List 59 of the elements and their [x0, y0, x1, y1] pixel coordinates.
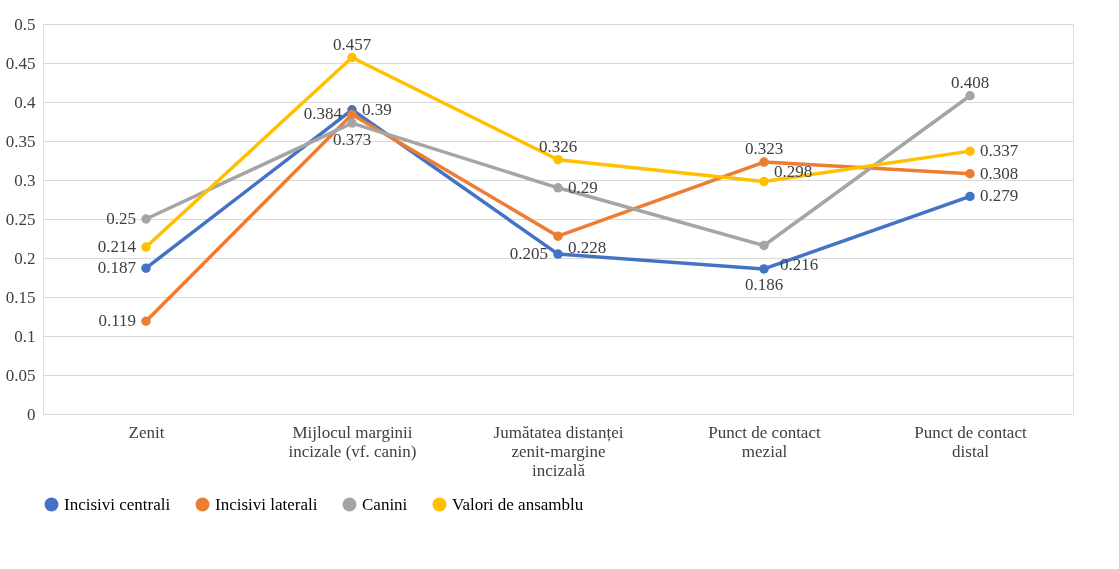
- data-label: 0.384: [303, 104, 343, 124]
- point: [759, 264, 769, 274]
- y-tick-label: 0.35: [5, 131, 36, 151]
- data-label: 0.216: [780, 254, 819, 274]
- legend-label: Incisivi centrali: [64, 494, 171, 514]
- point: [553, 231, 563, 241]
- y-tick-label: 0.25: [5, 209, 36, 229]
- y-tick-label: 0: [27, 404, 36, 424]
- data-label: 0.337: [980, 141, 1019, 161]
- point: [553, 154, 563, 165]
- point: [347, 52, 357, 63]
- point: [553, 183, 563, 193]
- legend-label: Incisivi laterali: [215, 494, 318, 514]
- x-tick-label: Punct de contact mezial: [708, 422, 821, 461]
- point: [553, 249, 563, 259]
- legend-label: Valori de ansamblu: [452, 494, 584, 514]
- x-tick-label: Punct de contact distal: [914, 422, 1027, 461]
- point: [965, 91, 975, 101]
- data-label: 0.323: [744, 139, 784, 159]
- data-label: 0.228: [568, 238, 607, 258]
- data-label: 0.186: [744, 274, 784, 294]
- data-label: 0.187: [97, 258, 137, 278]
- point: [141, 242, 151, 252]
- y-tick-label: 0.45: [5, 53, 36, 73]
- point: [347, 118, 357, 128]
- y-tick-label: 0.4: [14, 92, 36, 112]
- data-label: 0.408: [950, 72, 990, 92]
- x-tick-label: Mijlocul marginii incizale (vf. canin): [288, 422, 417, 461]
- data-label: 0.279: [980, 186, 1019, 206]
- data-label: 0.457: [332, 34, 372, 54]
- point: [965, 146, 975, 156]
- y-tick-label: 0.5: [14, 14, 36, 34]
- data-label: 0.25: [106, 209, 136, 228]
- point: [141, 316, 151, 326]
- point: [141, 214, 151, 224]
- y-tick-label: 0.1: [14, 326, 36, 346]
- x-tick-label: Jumătatea distanței zenit-margine incizală: [493, 422, 624, 480]
- point: [965, 191, 975, 202]
- data-label: 0.119: [98, 311, 136, 331]
- point: [965, 169, 975, 179]
- data-label: 0.298: [774, 161, 813, 181]
- data-label: 0.308: [980, 163, 1019, 183]
- point: [347, 109, 357, 120]
- point: [141, 263, 151, 273]
- legend-label: Canini: [362, 494, 408, 514]
- data-label: 0.326: [538, 136, 578, 156]
- point: [759, 157, 769, 167]
- data-label: 0.214: [97, 237, 137, 257]
- data-label: 0.205: [509, 244, 548, 264]
- y-tick-label: 0.3: [14, 170, 36, 190]
- data-label: 0.39: [362, 99, 392, 119]
- y-tick-label: 0.2: [14, 248, 36, 268]
- data-label: 0.29: [568, 177, 598, 197]
- data-label: 0.373: [332, 130, 372, 150]
- x-tick-label: Zenit: [128, 422, 165, 442]
- y-tick-label: 0.05: [5, 365, 36, 385]
- point: [759, 176, 769, 187]
- point: [759, 240, 769, 251]
- y-tick-label: 0.15: [5, 287, 36, 307]
